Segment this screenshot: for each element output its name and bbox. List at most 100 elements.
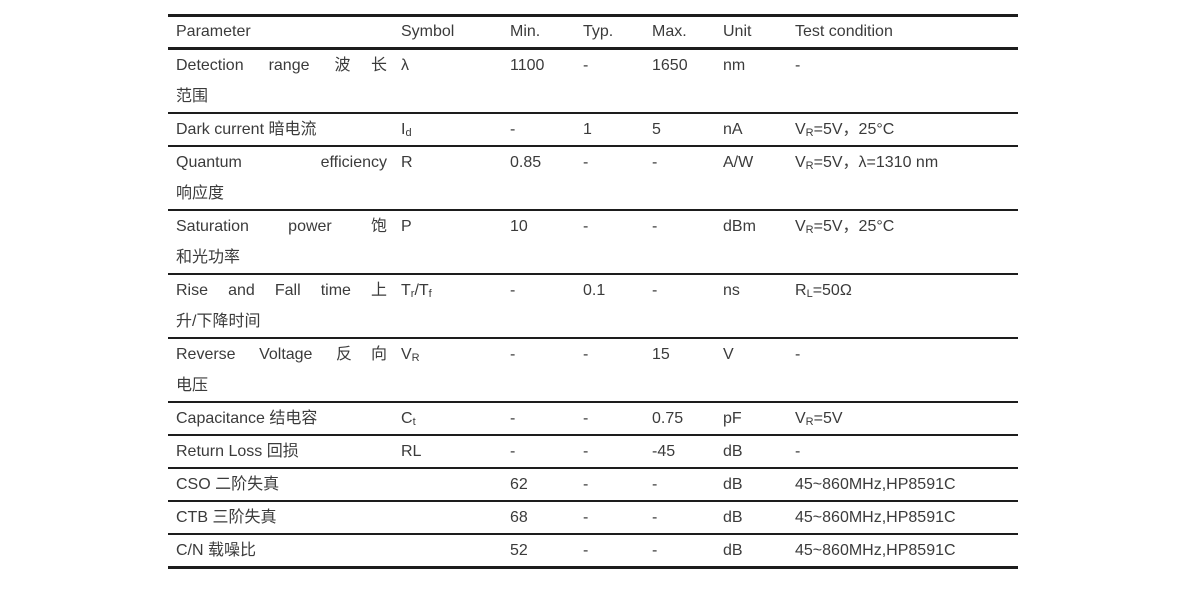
cell-min: 62 [510, 468, 583, 502]
cell-symbol [401, 534, 510, 568]
text-segment: P [401, 218, 412, 235]
col-header-unit: Unit [723, 15, 795, 50]
cell-test-condition: VR=5V，λ=1310 nm [795, 146, 1018, 211]
spec-row: Detection range 波长 范围 λ 1100-1650 nm - [168, 48, 1018, 114]
cell-unit: A/W [723, 146, 795, 211]
cell-test-condition: VR=5V [795, 402, 1018, 436]
cell-max: 1650 [652, 48, 723, 114]
cell-test-condition: 45~860MHz,HP8591C [795, 501, 1018, 535]
text-segment: - [795, 346, 801, 363]
text-segment: V [795, 154, 806, 171]
cell-parameter: Return Loss 回损 [168, 435, 401, 469]
text-segment: - [795, 57, 801, 74]
cell-min: 10 [510, 210, 583, 275]
spec-row: C/N 载噪比 52 - - dB 45~860MHz,HP8591C [168, 534, 1018, 568]
cell-max: - [652, 468, 723, 502]
cell-parameter: CTB 三阶失真 [168, 501, 401, 535]
cell-test-condition: - [795, 435, 1018, 469]
cell-parameter: Reverse Voltage 反向 电压 [168, 338, 401, 403]
cell-parameter: Rise and Fall time 上升/下降时间 [168, 274, 401, 339]
cell-min: - [510, 274, 583, 339]
cell-unit: ns [723, 274, 795, 339]
text-segment: V [795, 410, 806, 427]
cell-parameter: Saturation power 饱和光功率 [168, 210, 401, 275]
cell-unit: dB [723, 435, 795, 469]
spec-row: CSO 二阶失真 62- - dB 45~860MHz,HP8591C [168, 468, 1018, 502]
cell-symbol: R [401, 146, 510, 211]
text-segment: R [795, 282, 807, 299]
parameter-line: Rise and Fall time 上 [176, 282, 387, 299]
cell-min: 1100 [510, 48, 583, 114]
subscript-text: r [410, 288, 415, 300]
cell-test-condition: 45~860MHz,HP8591C [795, 468, 1018, 502]
text-segment: R [401, 154, 413, 171]
parameter-line: CTB 三阶失真 [176, 509, 277, 526]
cell-max: 15 [652, 338, 723, 403]
cell-test-condition: RL=50Ω [795, 274, 1018, 339]
cell-symbol: P [401, 210, 510, 275]
spec-row: CTB 三阶失真 68- - dB 45~860MHz,HP8591C [168, 501, 1018, 535]
text-segment: - [795, 443, 801, 460]
parameter-line: Saturation power 饱 [176, 218, 387, 235]
parameter-line: 范围 [176, 88, 209, 105]
text-segment: λ [401, 57, 409, 74]
subscript-text: R [805, 160, 814, 172]
cell-parameter: Capacitance 结电容 [168, 402, 401, 436]
text-segment: RL [401, 443, 422, 460]
cell-test-condition: - [795, 48, 1018, 114]
cell-symbol: Ct [401, 402, 510, 436]
cell-min: - [510, 113, 583, 147]
cell-max: -45 [652, 435, 723, 469]
cell-unit: V [723, 338, 795, 403]
spec-row: Capacitance 结电容 Ct - -0.75 pF VR=5V [168, 402, 1018, 436]
parameter-line: 响应度 [176, 185, 225, 202]
cell-typ: 0.1 [583, 274, 652, 339]
text-segment: 45~860MHz,HP8591C [795, 509, 956, 526]
cell-typ: - [583, 501, 652, 535]
cell-typ: - [583, 210, 652, 275]
cell-max: - [652, 501, 723, 535]
cell-symbol: VR [401, 338, 510, 403]
cell-symbol [401, 468, 510, 502]
text-segment: 45~860MHz,HP8591C [795, 476, 956, 493]
cell-min: 52 [510, 542, 528, 559]
spec-row: Saturation power 饱和光功率 P 10- - dBm VR=5V，25°C [168, 210, 1018, 275]
text-segment: =5V，25°C [813, 121, 895, 138]
cell-typ: - [583, 542, 589, 559]
parameter-line: Return Loss 回损 [176, 443, 299, 460]
col-header-min: Min. [510, 15, 583, 50]
text-segment: =5V，λ=1310 nm [813, 154, 939, 171]
cell-unit: pF [723, 402, 795, 436]
text-segment: V [401, 346, 412, 363]
cell-parameter: Detection range 波长 范围 [168, 48, 401, 114]
spec-table: Parameter Symbol Min. Typ. Max. Unit Tes… [168, 14, 1018, 569]
cell-unit: dB [723, 542, 743, 559]
cell-max: 5 [652, 113, 723, 147]
text-segment: 45~860MHz,HP8591C [795, 542, 956, 559]
cell-max: 0.75 [652, 402, 723, 436]
text-segment: =5V，25°C [813, 218, 895, 235]
cell-unit: nA [723, 113, 795, 147]
parameter-line: Detection range 波长 [176, 57, 387, 74]
text-segment: T [401, 282, 411, 299]
spec-row: Quantum efficiency 响应度 R 0.85- - A/W VR=5V，λ=1… [168, 146, 1018, 211]
subscript-text: t [412, 416, 416, 428]
parameter-line: 电压 [176, 377, 209, 394]
parameter-line: CSO 二阶失真 [176, 476, 280, 493]
cell-test-condition: - [795, 338, 1018, 403]
col-header-typ: Typ. [583, 15, 652, 50]
header-row: Parameter Symbol Min. Typ. Max. Unit Tes… [168, 15, 1018, 50]
parameter-line: C/N 载噪比 [176, 542, 257, 559]
cell-parameter: CSO 二阶失真 [168, 468, 401, 502]
text-segment: C [401, 410, 413, 427]
col-header-max: Max. [652, 15, 723, 50]
text-segment: =50Ω [812, 282, 852, 299]
subscript-text: R [805, 416, 814, 428]
cell-min: 68 [510, 501, 583, 535]
spec-table-body: Detection range 波长 范围 λ 1100-1650 nm - Dark cu… [168, 48, 1018, 568]
cell-symbol: λ [401, 48, 510, 114]
col-header-symbol: Symbol [401, 15, 510, 50]
text-segment: V [795, 121, 806, 138]
cell-max: - [652, 146, 723, 211]
